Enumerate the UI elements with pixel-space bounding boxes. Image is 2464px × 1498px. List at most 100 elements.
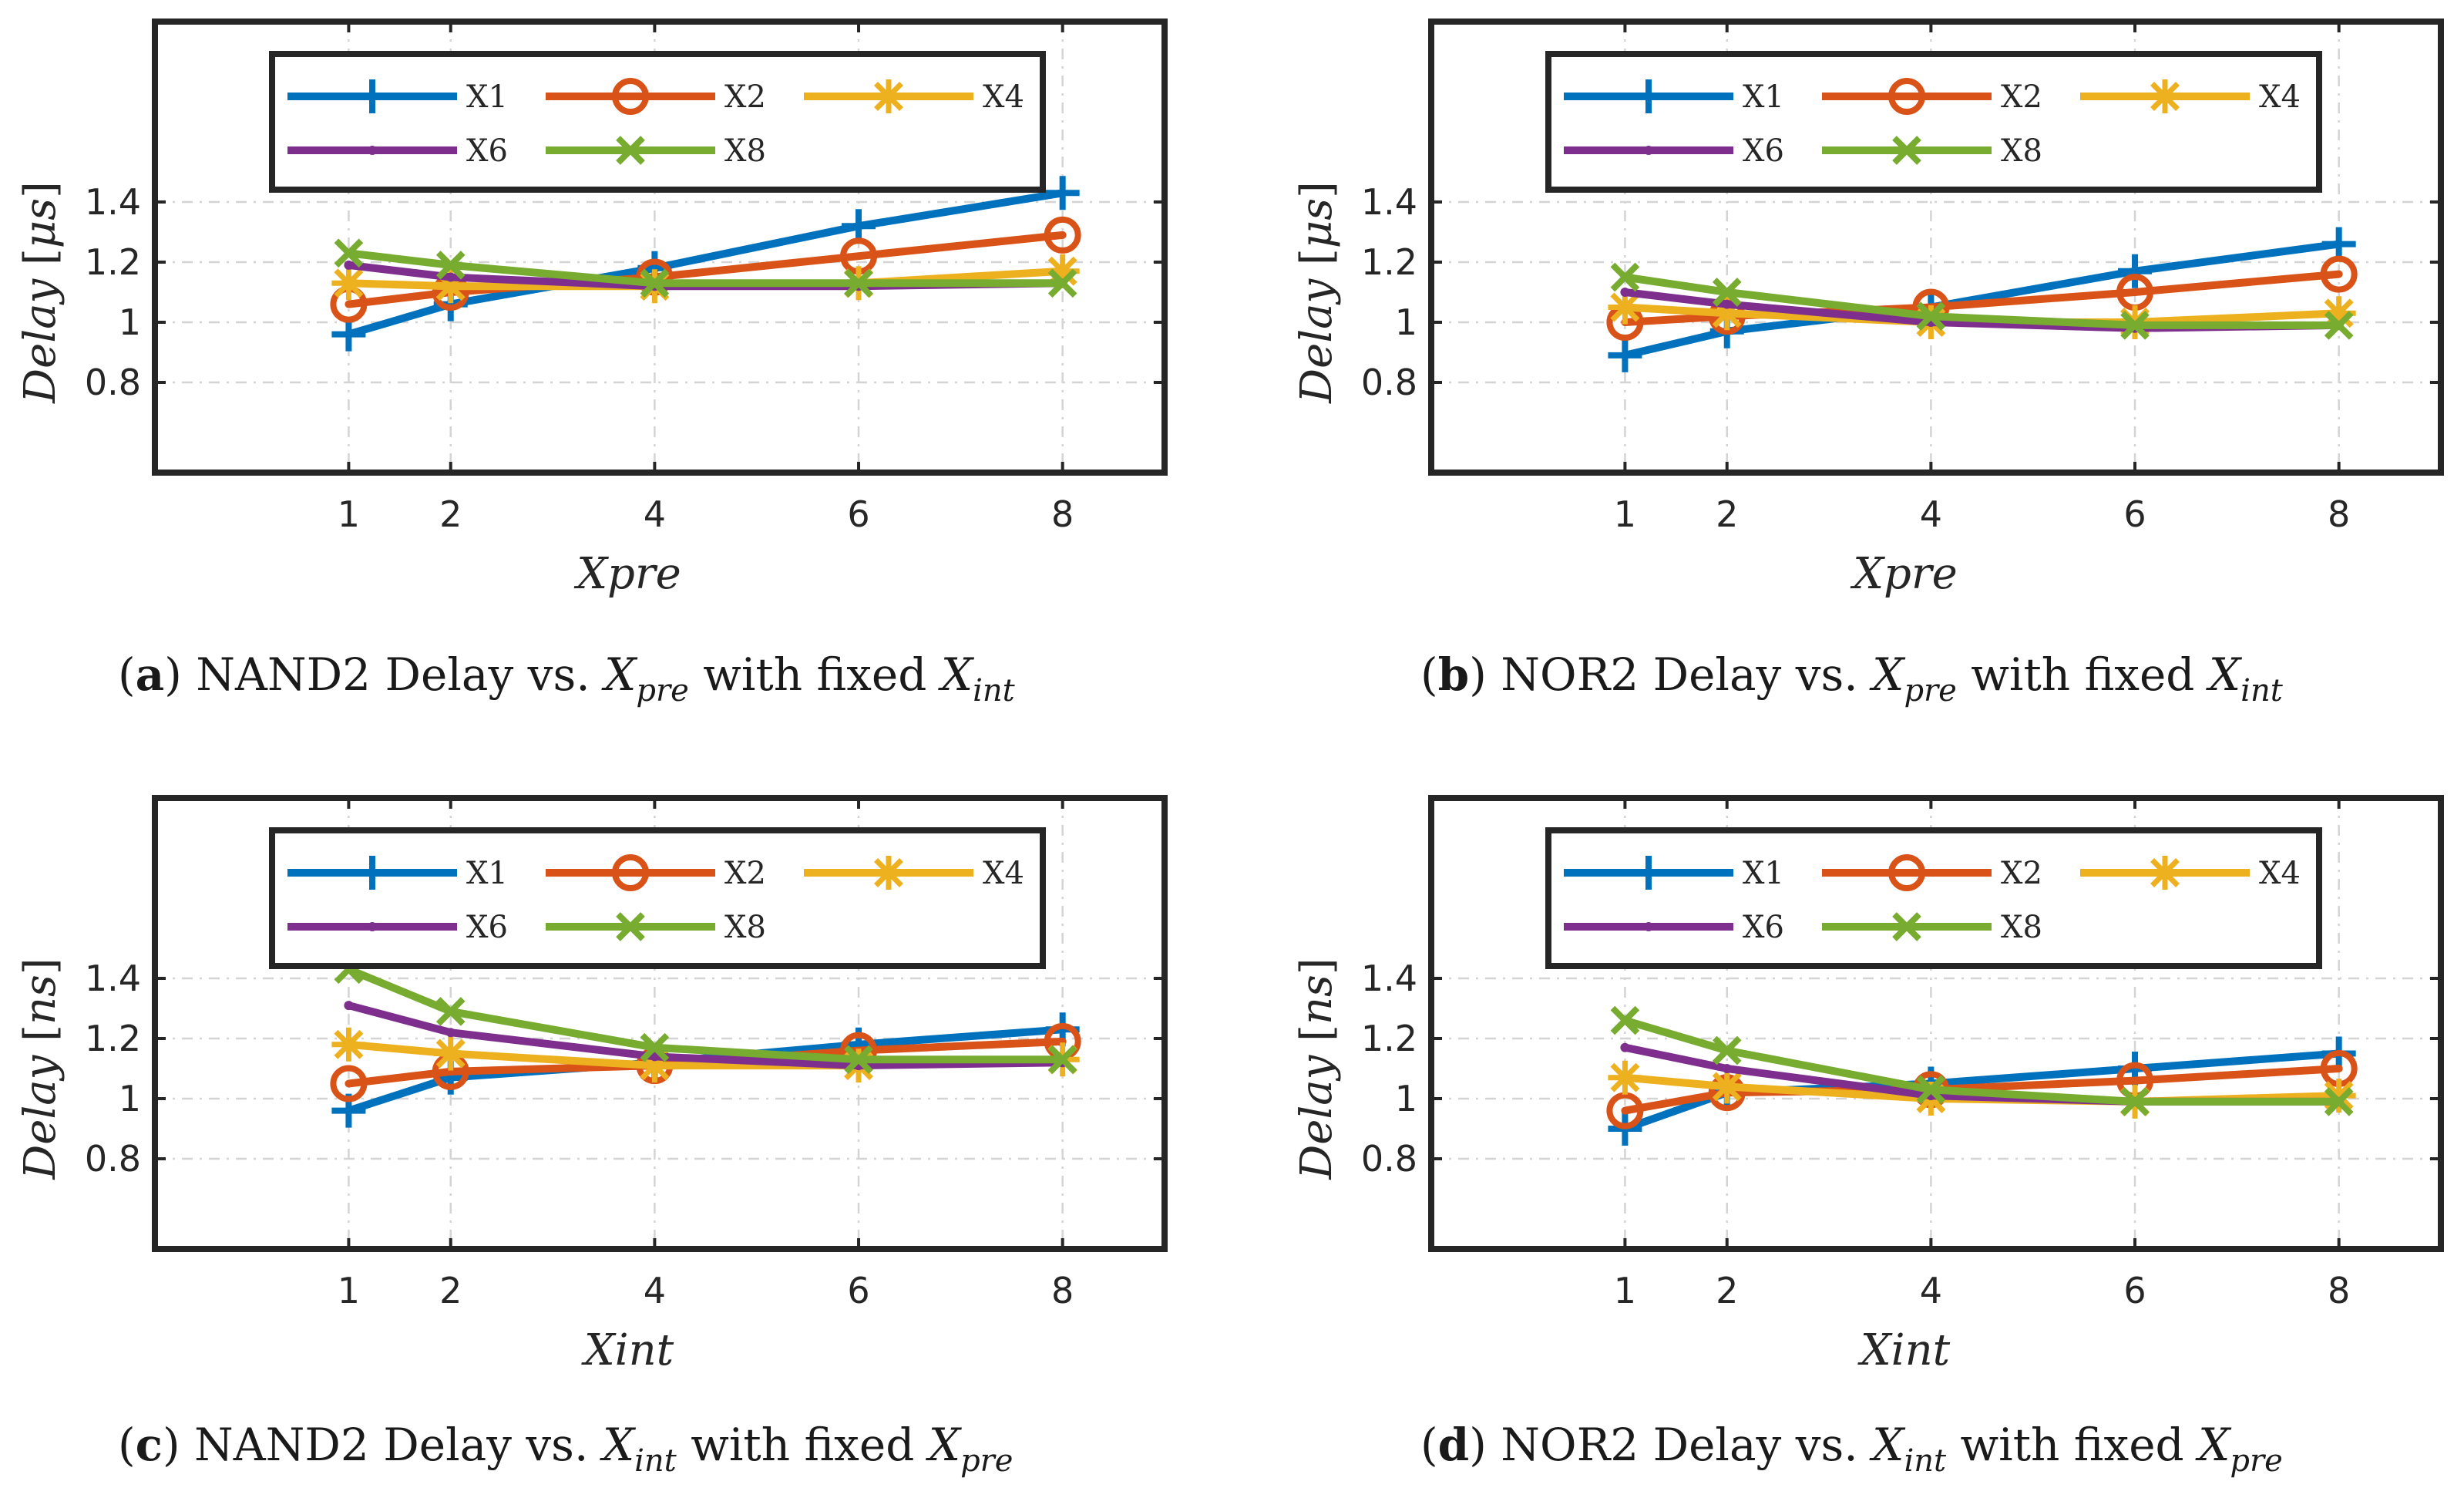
x-tick-label: 4 (1920, 493, 1942, 535)
legend-box (1545, 51, 2322, 193)
y-tick-label: 1.4 (1361, 958, 1417, 999)
legend: X1 X2 X4 X6 X8 (1545, 827, 2322, 969)
x-tick-label: 2 (1716, 1270, 1738, 1311)
x-tick-label: 6 (847, 493, 869, 535)
legend-label: X8 (724, 133, 766, 169)
legend-label: X2 (724, 79, 766, 115)
legend-swatch-marker (2148, 79, 2182, 113)
data-point-x8 (435, 251, 466, 280)
legend-swatch-marker (1644, 146, 1653, 155)
y-tick-label: 1 (119, 1078, 141, 1119)
data-point-x2 (1044, 216, 1081, 254)
x-tick-label: 1 (1614, 1270, 1636, 1311)
y-tick-label: 0.8 (1361, 362, 1417, 403)
data-point-x1 (842, 209, 876, 244)
legend-item-x4: X4 (804, 856, 1024, 891)
legend-box (269, 51, 1046, 193)
data-point-x6 (650, 1052, 660, 1062)
x-tick-label: 2 (1716, 493, 1738, 535)
legend-item-x6: X6 (1564, 133, 1784, 169)
legend-item-x8: X8 (546, 133, 766, 169)
data-point-x4 (637, 1049, 672, 1083)
data-point-x6 (1722, 299, 1732, 309)
legend-label: X1 (1743, 79, 1784, 115)
x-tick-label: 8 (1051, 1270, 1074, 1311)
legend-label: X6 (1743, 910, 1784, 945)
legend-swatch-marker (368, 146, 377, 155)
legend-label: X8 (2001, 133, 2042, 169)
legend-item-x1: X1 (287, 79, 508, 115)
y-tick-label: 1 (1395, 301, 1417, 343)
legend-label: X4 (983, 856, 1024, 891)
data-point-x6 (344, 260, 354, 270)
data-point-x4 (331, 1027, 366, 1062)
legend-swatch-marker (1888, 854, 1925, 891)
y-axis-label: Delay [ns] (1292, 958, 1342, 1180)
data-point-x8 (2324, 1087, 2354, 1116)
data-point-x8 (1916, 1075, 1946, 1105)
legend-item-x2: X2 (1822, 78, 2042, 115)
axes-frame (1428, 19, 2444, 476)
data-point-x6 (1620, 1042, 1630, 1052)
y-tick-label: 1.2 (85, 241, 141, 283)
legend-label: X4 (2259, 79, 2301, 115)
data-point-x2 (330, 1065, 368, 1102)
data-point-x4 (433, 1036, 468, 1071)
data-point-x8 (334, 238, 364, 268)
legend-swatch-marker (612, 78, 649, 115)
legend-label: X6 (1743, 133, 1784, 169)
data-point-x6 (445, 272, 455, 282)
y-tick-label: 1.4 (85, 958, 141, 999)
data-point-x8 (435, 997, 466, 1026)
legend-item-x4: X4 (2080, 856, 2301, 891)
x-axis-label: Xpre (573, 549, 681, 599)
legend-label: X6 (466, 910, 508, 945)
caption-b: (b) NOR2 Delay vs. Xpre with fixed Xint (1420, 648, 2284, 709)
legend: X1 X2 X4 X6 X8 (269, 827, 1046, 969)
legend-item-x4: X4 (2080, 79, 2301, 115)
data-point-x8 (2120, 311, 2150, 340)
y-axis-label: Delay [μs] (1292, 181, 1342, 404)
legend-item-x2: X2 (1822, 854, 2042, 891)
legend-item-x1: X1 (1564, 79, 1784, 115)
data-point-x2 (2320, 255, 2358, 293)
axes-frame (152, 795, 1168, 1252)
legend-item-x2: X2 (546, 78, 766, 115)
legend-label: X4 (2259, 856, 2301, 891)
data-point-x4 (2321, 1079, 2356, 1113)
x-tick-label: 1 (338, 493, 360, 535)
legend-swatch-marker (872, 856, 906, 890)
data-point-x4 (1608, 1060, 1642, 1095)
data-point-x4 (2321, 296, 2356, 331)
data-point-x8 (1712, 1035, 1742, 1065)
data-point-x8 (1610, 1005, 1640, 1035)
data-point-x8 (2324, 311, 2354, 340)
y-tick-label: 0.8 (1361, 1138, 1417, 1180)
data-point-x4 (1709, 296, 1744, 331)
legend-label: X6 (466, 133, 508, 169)
y-tick-label: 0.8 (85, 1138, 141, 1180)
x-tick-label: 6 (2123, 1270, 2146, 1311)
x-axis-label: Xint (581, 1325, 674, 1375)
legend-label: X2 (2001, 856, 2042, 891)
data-point-x8 (640, 268, 670, 298)
data-point-x1 (2118, 254, 2153, 288)
y-tick-label: 1.2 (1361, 241, 1417, 283)
legend-swatch-marker (612, 854, 649, 891)
y-tick-label: 0.8 (85, 362, 141, 403)
legend-label: X1 (466, 79, 508, 115)
data-point-x8 (1712, 278, 1742, 307)
caption-c: (c) NAND2 Delay vs. Xint with fixed Xpre (118, 1419, 1013, 1479)
data-point-x8 (844, 268, 873, 298)
x-axis-label: Xint (1857, 1325, 1951, 1375)
y-axis-label: Delay [μs] (15, 181, 66, 404)
y-tick-label: 1 (1395, 1078, 1417, 1119)
legend-swatch-marker (355, 79, 389, 113)
data-point-x8 (1047, 268, 1077, 298)
data-point-x8 (2120, 1087, 2150, 1116)
legend-item-x4: X4 (804, 79, 1024, 115)
x-tick-label: 8 (2328, 1270, 2350, 1311)
legend-item-x8: X8 (1822, 910, 2042, 945)
legend-swatch-marker (1632, 856, 1666, 890)
x-tick-label: 2 (439, 493, 462, 535)
